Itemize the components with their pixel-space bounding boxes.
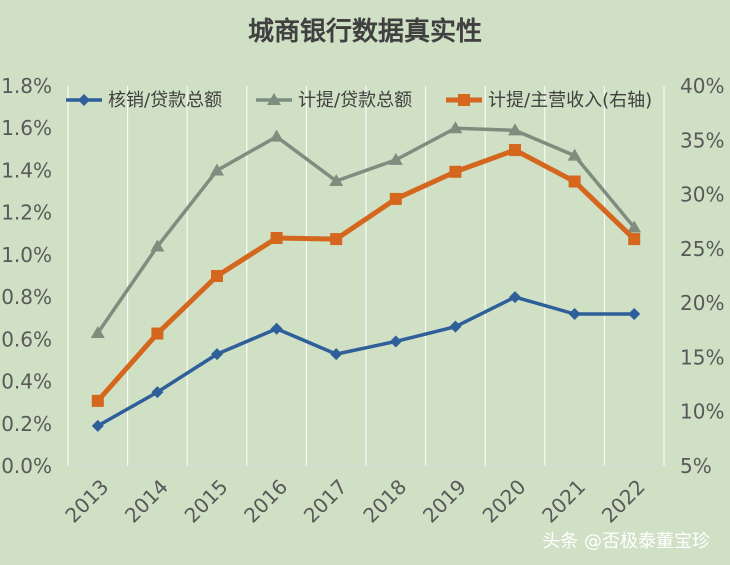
legend-label: 计提/主营收入(右轴) xyxy=(488,90,652,111)
y-right-tick-label: 15% xyxy=(680,345,724,369)
data-point xyxy=(628,233,641,246)
series-line xyxy=(95,147,636,403)
legend-label: 核销/贷款总额 xyxy=(108,90,222,111)
legend-swatch-marker xyxy=(458,94,470,106)
y-right-tick-label: 35% xyxy=(680,128,724,152)
data-point xyxy=(509,144,521,157)
y-right-tick-label: 25% xyxy=(680,237,724,261)
data-point xyxy=(568,175,581,188)
y-right-tick-label: 20% xyxy=(680,291,724,315)
data-point xyxy=(330,348,343,361)
data-point xyxy=(627,220,642,233)
data-point xyxy=(448,121,463,134)
data-point xyxy=(211,348,223,361)
y-right-tick-label: 40% xyxy=(680,74,724,98)
data-point xyxy=(330,233,343,246)
data-point xyxy=(150,239,165,252)
legend: 核销/贷款总额 计提/贷款总额 计提/主营收入(右轴) xyxy=(66,90,652,111)
series-line xyxy=(96,126,636,334)
data-point xyxy=(508,123,522,136)
data-point xyxy=(388,152,403,165)
y-right-tick-label: 30% xyxy=(680,183,724,207)
y-left-tick-label: 0.2% xyxy=(1,412,52,436)
data-point xyxy=(389,192,402,205)
legend-swatch-marker xyxy=(78,94,90,106)
chart-title: 城商银行数据真实性 xyxy=(248,16,482,47)
data-point xyxy=(568,308,581,320)
data-point xyxy=(389,335,402,348)
y-left-tick-label: 1.6% xyxy=(1,116,52,140)
data-point xyxy=(449,320,462,333)
legend-label: 计提/贷款总额 xyxy=(298,90,412,111)
right-axis: 5% 10% 15% 20% 25% 30% 35% 40% xyxy=(680,74,724,478)
y-left-tick-label: 1.4% xyxy=(1,158,52,182)
y-left-tick-label: 1.2% xyxy=(1,201,52,225)
y-left-tick-label: 0.6% xyxy=(1,327,52,351)
data-point xyxy=(91,419,104,432)
data-point xyxy=(151,386,164,399)
data-point xyxy=(90,326,105,338)
data-point xyxy=(270,232,283,244)
y-left-tick-label: 0.4% xyxy=(1,370,52,394)
data-point xyxy=(211,270,223,282)
y-right-tick-label: 10% xyxy=(680,400,724,424)
left-axis: 0.0% 0.2% 0.4% 0.6% 0.8% 1.0% 1.2% 1.4% 1.6% 1.8% xyxy=(1,74,52,478)
watermark: 头条 @否极泰董宝珍 xyxy=(542,531,710,552)
data-point xyxy=(329,174,344,186)
grid-lines xyxy=(67,86,665,467)
data-point xyxy=(210,163,224,176)
data-point xyxy=(269,129,284,142)
data-point xyxy=(449,165,462,178)
series-layer xyxy=(90,121,642,432)
y-left-tick-label: 0.0% xyxy=(1,454,52,478)
y-left-tick-label: 1.8% xyxy=(1,74,52,98)
data-point xyxy=(628,308,641,320)
y-left-tick-label: 0.8% xyxy=(1,285,52,309)
data-point xyxy=(270,322,283,335)
data-point xyxy=(567,148,582,161)
y-right-tick-label: 5% xyxy=(680,454,712,478)
series-line xyxy=(96,295,635,428)
legend-swatch-marker xyxy=(267,93,281,105)
y-left-tick-label: 1.0% xyxy=(1,243,52,267)
data-point xyxy=(151,327,164,340)
data-point xyxy=(91,394,104,407)
data-point xyxy=(509,291,521,304)
